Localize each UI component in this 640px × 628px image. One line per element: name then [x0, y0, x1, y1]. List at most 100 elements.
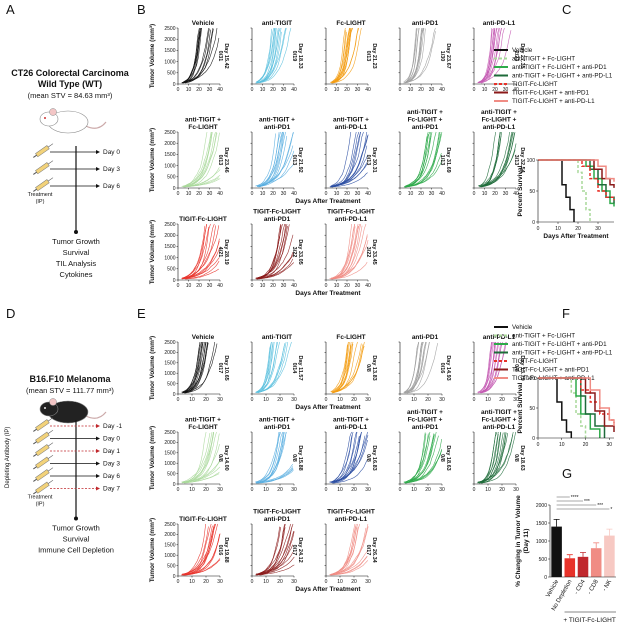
syringe-barrel	[35, 431, 50, 444]
growth-curve	[478, 433, 499, 483]
median-survival: Day 27.35	[519, 43, 525, 68]
x-tick-label: 10	[189, 397, 195, 403]
x-tick-label: 0	[473, 191, 476, 197]
growth-curve	[259, 31, 282, 83]
x-tick-label: 10	[186, 191, 192, 197]
panel-label: D	[6, 306, 15, 321]
growth-curve	[255, 556, 295, 575]
y-tick-label: 0	[532, 436, 535, 442]
syringe	[33, 442, 54, 457]
x-tick-label: 20	[196, 283, 202, 289]
syringe-plunger	[33, 154, 37, 158]
syringe-plunger	[33, 441, 37, 445]
x-tick-label: 0	[473, 87, 476, 93]
growth-curve	[259, 523, 285, 576]
growth-curve	[184, 341, 209, 394]
cure-fraction: 3/22	[365, 247, 371, 258]
x-tick-label: 30	[365, 579, 371, 585]
syringe-needle	[47, 467, 54, 472]
growth-curve	[403, 27, 418, 83]
x-tick-label: 30	[281, 87, 287, 93]
plot-title: anti-PD1	[412, 334, 439, 341]
x-tick-label: 30	[365, 487, 371, 493]
panel-label: F	[562, 306, 570, 321]
y-tick-label: 1500	[536, 521, 547, 527]
survival-curve	[538, 159, 615, 182]
bar	[577, 556, 589, 577]
plot-title: anti-PD1	[412, 424, 439, 431]
x-tick-label: 30	[207, 191, 213, 197]
day-label: Day -1	[103, 423, 123, 430]
y-tick-label: 2500	[164, 340, 175, 346]
median-survival: Day 23.46	[223, 147, 229, 172]
median-survival: Day 33.05	[297, 239, 303, 264]
x-axis-title: Days After Treatment	[295, 586, 361, 593]
bar	[604, 535, 615, 577]
syringe-plunger	[33, 466, 37, 470]
growth-curve	[256, 431, 284, 484]
growth-curve	[477, 434, 514, 483]
y-tick-label: 1500	[164, 48, 175, 54]
y-tick-label: 500	[167, 71, 176, 77]
y-tick-label: 2500	[164, 522, 175, 528]
y-tick-label: 2000	[164, 440, 175, 446]
growth-curve	[259, 227, 282, 279]
y-tick-label: 0	[173, 482, 176, 488]
syringe-needle	[47, 177, 54, 182]
group-label: + TIGIT-Fc-LIGHT	[563, 617, 615, 624]
syringe	[33, 177, 54, 192]
syringe	[33, 417, 54, 432]
category-label: - CD8	[587, 578, 600, 595]
arrow-head	[96, 424, 100, 428]
y-axis-title: % Changing in Tumor Volume	[515, 495, 522, 587]
plot-title: anti-PD-L1	[335, 424, 368, 431]
growth-curve	[404, 341, 423, 394]
y-axis-title: Tumor Volume (mm³)	[149, 426, 156, 490]
mouse-ear	[49, 108, 57, 116]
y-tick-label: 2500	[164, 430, 175, 436]
x-tick-label: 30	[513, 487, 519, 493]
plot-title: anti-PD-L1	[483, 20, 516, 27]
growth-curve	[403, 341, 419, 393]
cure-fraction: 0/8	[291, 454, 297, 462]
x-tick-label: 20	[425, 487, 431, 493]
growth-curve	[403, 27, 436, 84]
day-label: Day 0	[103, 436, 120, 443]
y-tick-label: 1000	[164, 461, 175, 467]
x-tick-label: 0	[325, 487, 328, 493]
syringe-needle	[47, 429, 54, 434]
y-tick-label: 50	[529, 189, 535, 195]
survival-curve	[538, 377, 601, 438]
plot-title: Vehicle	[192, 20, 215, 27]
x-tick-label: 30	[217, 397, 223, 403]
growth-curve	[480, 27, 500, 83]
y-tick-label: 0	[544, 575, 547, 581]
legend-label: TIGIT-Fc-LIGHT + anti-PD1	[512, 367, 590, 374]
x-tick-label: 30	[503, 191, 509, 197]
growth-curve	[332, 431, 354, 483]
growth-curve	[181, 223, 207, 279]
x-tick-label: 30	[503, 87, 509, 93]
growth-curve	[181, 37, 220, 83]
growth-curve	[255, 133, 276, 187]
day-label: Day 6	[103, 183, 120, 190]
y-tick-label: 500	[167, 175, 176, 181]
plot-title: TIGIT-Fc-LIGHT	[179, 516, 227, 523]
growth-curve	[405, 27, 420, 83]
cure-fraction: 0/17	[365, 545, 371, 556]
growth-curve	[331, 27, 360, 83]
error-bar	[553, 519, 560, 527]
median-survival: Day 28.19	[223, 239, 229, 264]
x-tick-label: 0	[177, 579, 180, 585]
syringe-needle	[47, 417, 54, 422]
growth-curve	[479, 431, 499, 483]
survival-curve	[538, 377, 606, 438]
y-tick-label: 1500	[164, 543, 175, 549]
x-tick-label: 10	[189, 579, 195, 585]
x-tick-label: 20	[270, 87, 276, 93]
panel-label: B	[137, 2, 146, 17]
legend-label: TIGIT-Fc-LIGHT + anti-PD-L1	[512, 98, 595, 105]
plot-title: anti-TIGIT +	[481, 409, 517, 416]
panel-label: A	[6, 2, 15, 17]
x-tick-label: 0	[251, 579, 254, 585]
